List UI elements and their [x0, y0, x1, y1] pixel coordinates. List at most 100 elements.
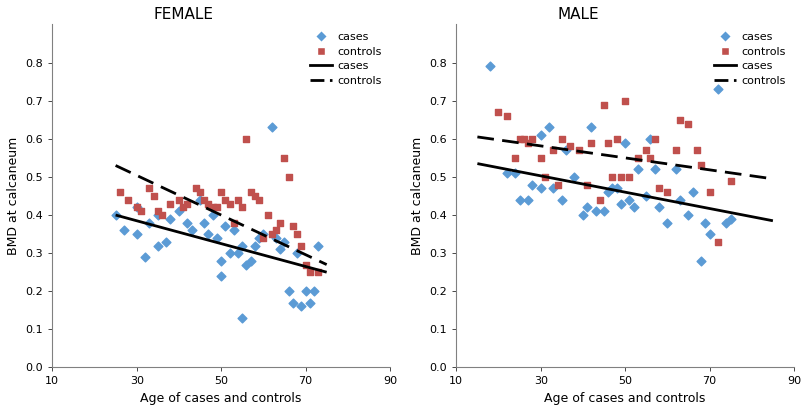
Point	[526, 136, 539, 142]
Point	[308, 288, 321, 295]
Point	[610, 136, 623, 142]
Point	[568, 173, 581, 180]
Point	[274, 219, 287, 226]
Point	[610, 185, 623, 192]
Point	[160, 239, 173, 245]
Point	[227, 219, 240, 226]
Point	[623, 173, 636, 180]
Point	[547, 185, 560, 192]
Point	[177, 204, 190, 211]
Point	[712, 239, 725, 245]
Point	[210, 204, 223, 211]
Point	[555, 136, 568, 142]
Point	[147, 193, 160, 199]
Point	[219, 223, 232, 230]
Point	[113, 189, 126, 195]
Point	[232, 250, 245, 256]
Point	[619, 139, 632, 146]
Point	[669, 147, 682, 154]
Point	[534, 154, 547, 161]
Point	[232, 197, 245, 203]
Point	[695, 162, 708, 169]
Point	[282, 288, 295, 295]
Point	[581, 181, 594, 188]
Point	[598, 101, 611, 108]
Point	[291, 231, 304, 237]
Point	[118, 227, 131, 234]
Point	[623, 197, 636, 203]
Point	[164, 215, 177, 222]
Point	[265, 124, 278, 131]
Point	[644, 136, 657, 142]
Point	[189, 185, 202, 192]
Point	[240, 261, 253, 268]
Point	[215, 258, 228, 264]
Point	[522, 197, 535, 203]
Point	[227, 227, 240, 234]
Point	[291, 250, 304, 256]
Point	[703, 231, 716, 237]
Point	[483, 63, 496, 70]
Point	[122, 197, 135, 203]
Point	[303, 269, 316, 276]
Point	[257, 231, 270, 237]
Point	[130, 204, 143, 211]
Point	[295, 242, 308, 249]
Point	[517, 136, 530, 142]
Point	[585, 139, 598, 146]
Point	[265, 231, 278, 237]
Point	[648, 166, 661, 173]
Point	[492, 109, 505, 115]
Point	[572, 147, 585, 154]
Point	[640, 193, 653, 199]
Point	[286, 223, 299, 230]
Point	[194, 197, 207, 203]
Point	[172, 197, 185, 203]
Point	[156, 212, 169, 218]
Point	[619, 97, 632, 104]
Point	[109, 212, 122, 218]
Point	[257, 234, 270, 241]
Point	[130, 204, 143, 211]
Point	[286, 300, 299, 306]
Point	[206, 204, 219, 211]
Point	[295, 303, 308, 310]
Point	[278, 239, 291, 245]
Point	[253, 234, 266, 241]
Point	[720, 219, 733, 226]
Point	[674, 117, 687, 123]
Point	[312, 242, 325, 249]
Point	[674, 197, 687, 203]
Point	[215, 273, 228, 279]
Point	[699, 219, 712, 226]
Point	[724, 178, 737, 184]
Point	[593, 197, 606, 203]
Legend: cases, controls, cases, controls: cases, controls, cases, controls	[712, 30, 789, 88]
Point	[244, 189, 257, 195]
Point	[648, 136, 661, 142]
X-axis label: Age of cases and controls: Age of cases and controls	[141, 392, 302, 405]
Point	[274, 246, 287, 253]
Point	[312, 269, 325, 276]
Point	[602, 189, 615, 195]
Point	[598, 208, 611, 215]
Point	[194, 189, 207, 195]
Point	[695, 258, 708, 264]
Point	[236, 315, 249, 321]
Point	[560, 147, 573, 154]
Point	[703, 189, 716, 195]
Point	[581, 204, 594, 211]
Point	[248, 242, 261, 249]
Point	[198, 197, 211, 203]
Point	[564, 143, 577, 150]
Point	[526, 181, 539, 188]
Point	[644, 154, 657, 161]
Point	[627, 204, 640, 211]
Point	[202, 231, 215, 237]
X-axis label: Age of cases and controls: Age of cases and controls	[545, 392, 706, 405]
Point	[652, 185, 665, 192]
Point	[282, 173, 295, 180]
Point	[543, 124, 556, 131]
Point	[206, 212, 219, 218]
Point	[682, 212, 695, 218]
